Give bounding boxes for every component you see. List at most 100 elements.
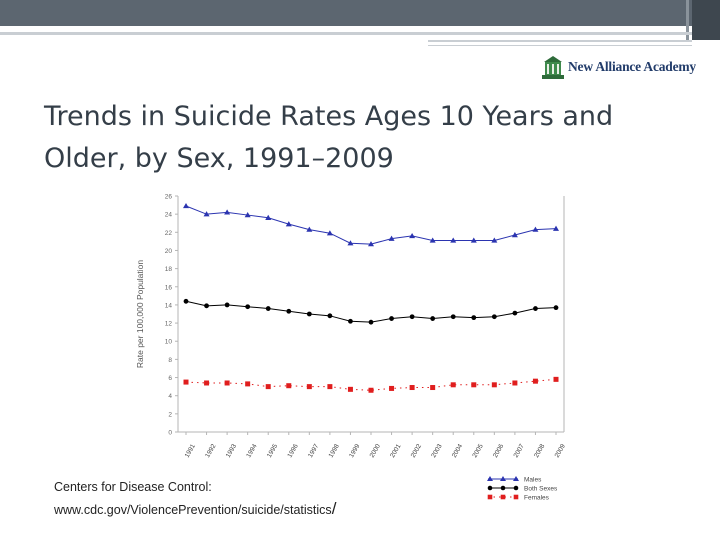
legend-marker-males bbox=[513, 476, 519, 481]
data-point-females bbox=[286, 383, 292, 389]
data-point-females bbox=[471, 382, 477, 388]
series-markers bbox=[183, 202, 559, 393]
chart-axes bbox=[175, 195, 565, 435]
x-tick-label: 2002 bbox=[410, 443, 423, 459]
data-point-females bbox=[430, 385, 436, 391]
x-tick-label: 1997 bbox=[307, 443, 320, 459]
legend-marker-females bbox=[513, 494, 519, 500]
data-point-females bbox=[532, 378, 538, 384]
source-line-2: www.cdc.gov/ViolencePrevention/suicide/s… bbox=[54, 498, 336, 521]
data-point-males bbox=[491, 237, 498, 243]
data-point-males bbox=[388, 235, 395, 241]
x-tick-label: 2005 bbox=[471, 443, 484, 459]
legend-label-both-sexes: Both Sexes bbox=[524, 486, 558, 493]
data-point-both-sexes bbox=[533, 306, 538, 311]
y-tick-label: 22 bbox=[165, 230, 173, 237]
data-point-both-sexes bbox=[471, 315, 477, 321]
x-tick-label: 1999 bbox=[348, 443, 361, 459]
header-rule-short bbox=[428, 40, 692, 42]
data-point-males bbox=[347, 240, 354, 246]
data-point-males bbox=[326, 230, 333, 236]
data-point-females bbox=[512, 380, 518, 386]
data-point-both-sexes bbox=[389, 316, 394, 321]
data-point-both-sexes bbox=[245, 304, 251, 310]
data-point-males bbox=[306, 226, 313, 232]
x-tick-label: 1992 bbox=[204, 443, 217, 459]
x-tick-label: 2006 bbox=[492, 443, 505, 459]
x-tick-label: 1998 bbox=[328, 443, 341, 459]
data-point-females bbox=[347, 386, 353, 392]
data-point-females bbox=[553, 376, 559, 382]
data-point-females bbox=[265, 384, 271, 390]
legend-marker-females bbox=[500, 494, 506, 500]
y-axis-title-group: Rate per 100,000 Population bbox=[135, 260, 145, 368]
corner-tab bbox=[686, 0, 720, 40]
data-point-females bbox=[450, 382, 456, 388]
y-tick-label: 2 bbox=[168, 411, 172, 418]
legend-marker-both-sexes bbox=[513, 485, 519, 491]
series-lines bbox=[185, 205, 557, 391]
data-point-both-sexes bbox=[450, 314, 456, 320]
y-tick-label: 0 bbox=[168, 430, 172, 437]
data-point-males bbox=[470, 237, 477, 243]
x-tick-label: 2000 bbox=[369, 443, 382, 459]
data-point-both-sexes bbox=[368, 319, 374, 325]
source-line-1: Centers for Disease Control: bbox=[54, 480, 212, 494]
x-tick-label: 1996 bbox=[286, 443, 299, 459]
data-point-females bbox=[183, 379, 189, 385]
data-point-females bbox=[327, 384, 333, 390]
x-tick-label: 2003 bbox=[430, 443, 443, 459]
data-point-both-sexes bbox=[430, 316, 436, 321]
data-point-both-sexes bbox=[286, 308, 292, 314]
data-point-both-sexes bbox=[553, 305, 559, 311]
y-tick-label: 24 bbox=[165, 212, 173, 219]
x-tick-label: 2001 bbox=[389, 443, 402, 459]
legend-label-males: Males bbox=[524, 477, 542, 484]
data-point-both-sexes bbox=[224, 302, 230, 308]
y-axis-title: Rate per 100,000 Population bbox=[135, 260, 145, 368]
legend-label-females: Females bbox=[524, 495, 550, 502]
y-tick-label: 4 bbox=[168, 393, 172, 400]
series-line-males bbox=[185, 205, 557, 245]
title-line-2: Older, by Sex, 1991–2009 bbox=[44, 143, 394, 174]
x-tick-label: 1995 bbox=[266, 443, 279, 459]
y-tick-label: 10 bbox=[165, 339, 173, 346]
data-point-both-sexes bbox=[183, 298, 189, 304]
data-point-males bbox=[553, 225, 559, 231]
data-point-males bbox=[224, 209, 231, 215]
data-point-females bbox=[491, 382, 497, 388]
legend-marker-both-sexes bbox=[487, 485, 493, 491]
data-point-both-sexes bbox=[512, 310, 518, 316]
legend-marker-males bbox=[500, 476, 506, 481]
data-point-males bbox=[244, 212, 251, 218]
title-line-1: Trends in Suicide Rates Ages 10 Years an… bbox=[44, 101, 614, 132]
y-tick-label: 18 bbox=[165, 266, 173, 273]
data-point-males bbox=[285, 221, 292, 227]
y-tick-label: 8 bbox=[168, 357, 172, 364]
school-logo: New Alliance Academy bbox=[542, 54, 696, 80]
slide-title: Trends in Suicide Rates Ages 10 Years an… bbox=[44, 96, 704, 180]
y-tick-label: 26 bbox=[165, 194, 173, 201]
data-point-females bbox=[389, 385, 395, 391]
logo-text: New Alliance Academy bbox=[568, 59, 696, 74]
data-point-males bbox=[429, 237, 436, 243]
source-url: www.cdc.gov/ViolencePrevention/suicide/s… bbox=[54, 503, 332, 517]
data-point-females bbox=[409, 385, 415, 391]
x-tick-label: 1991 bbox=[184, 443, 197, 459]
data-point-both-sexes bbox=[327, 313, 333, 319]
data-point-both-sexes bbox=[348, 318, 353, 324]
header-rule-thin bbox=[428, 45, 692, 46]
series-line-both-sexes bbox=[185, 300, 557, 323]
legend-marker-males bbox=[487, 476, 493, 481]
data-point-both-sexes bbox=[204, 303, 209, 309]
header-rule bbox=[0, 32, 692, 35]
data-point-both-sexes bbox=[491, 314, 497, 320]
legend-box: Males Both Sexes Females bbox=[487, 476, 558, 502]
data-point-both-sexes bbox=[409, 314, 415, 320]
y-tick-label: 20 bbox=[165, 248, 173, 255]
x-tick-label: 2004 bbox=[451, 443, 464, 459]
x-tick-label: 1993 bbox=[225, 443, 238, 459]
data-point-females bbox=[306, 384, 312, 390]
y-tick-label: 6 bbox=[168, 375, 172, 382]
